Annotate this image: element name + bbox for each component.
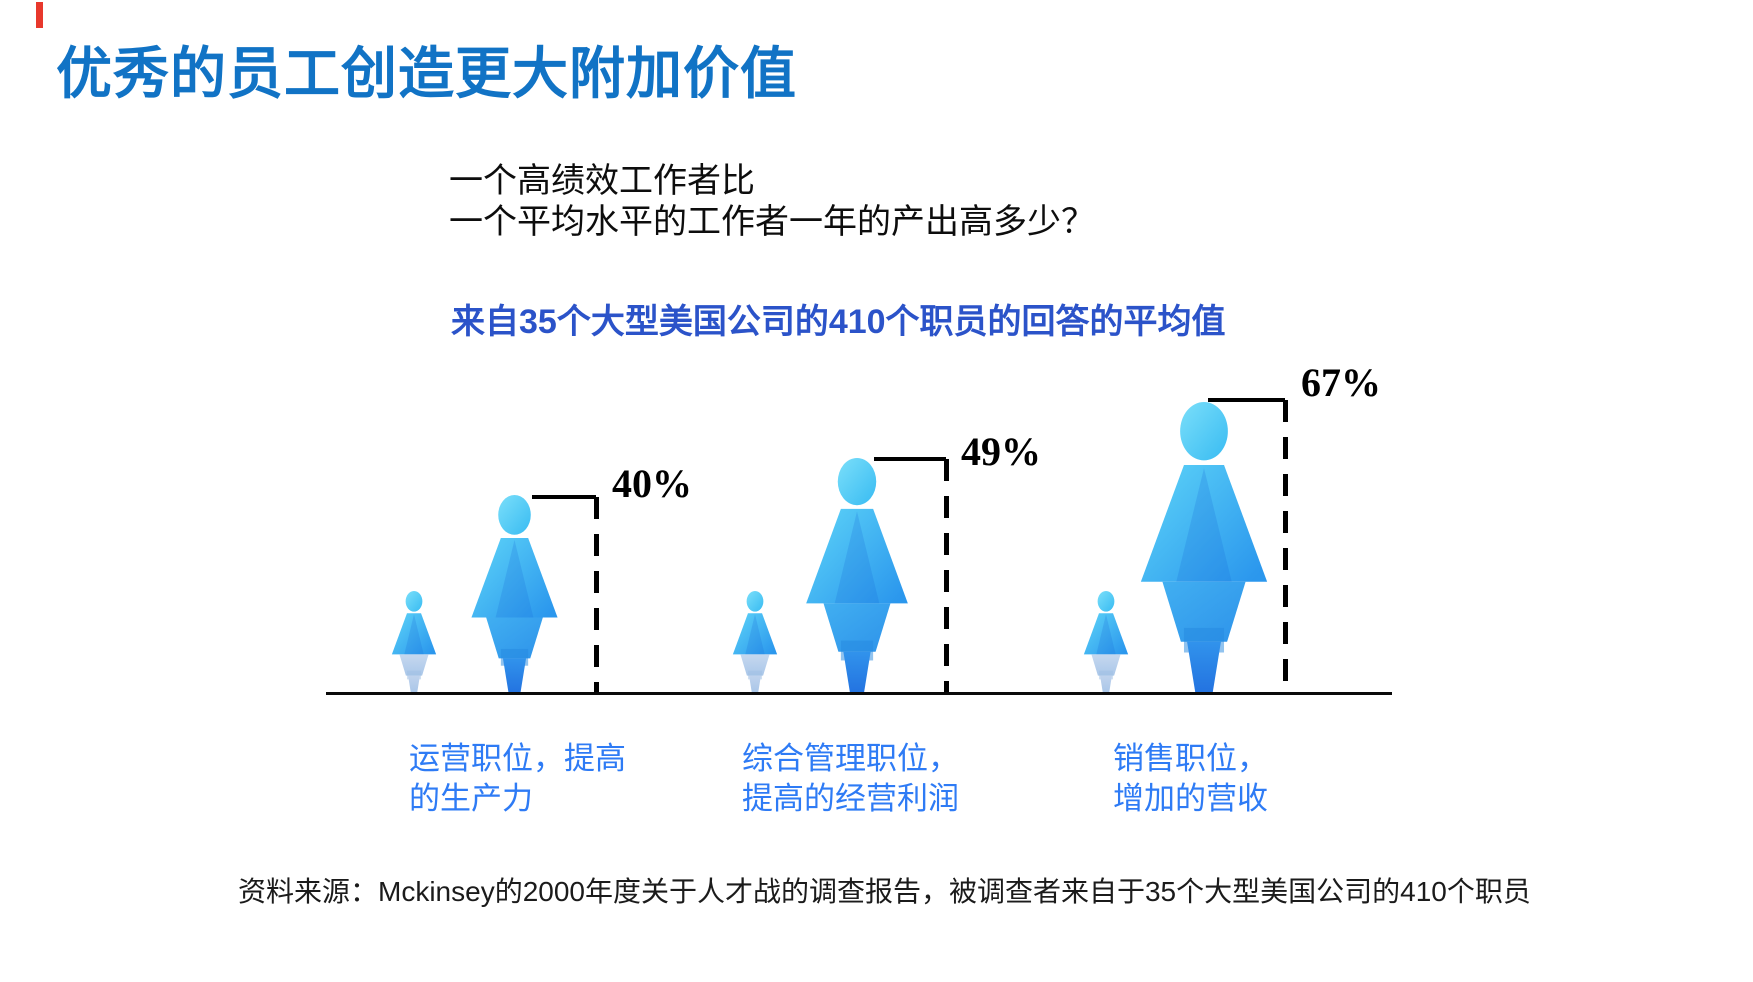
high-performer-figure	[1140, 402, 1268, 694]
category-label: 综合管理职位， 提高的经营利润	[742, 739, 959, 819]
connector-line	[874, 457, 946, 461]
figure-legs	[1100, 675, 1112, 694]
category-label-line2: 增加的营收	[1113, 781, 1268, 816]
high-performer-figure	[806, 458, 908, 694]
figure-dress-fold	[745, 614, 765, 655]
figure-legs	[502, 658, 527, 694]
dashed-height-line	[594, 497, 599, 694]
figure-skirt	[823, 603, 891, 652]
figure-dress	[1083, 613, 1129, 655]
figure-dress	[1140, 465, 1268, 582]
chart-question-line2: 一个平均水平的工作者一年的产出高多少？	[449, 203, 1095, 241]
figure-dress	[806, 508, 908, 604]
value-label: 49%	[961, 429, 1041, 474]
dashed-height-line	[1283, 400, 1288, 694]
source-note: 资料来源：Mckinsey的2000年度关于人才战的调查报告，被调查者来自于35…	[238, 876, 1531, 907]
figure-dress-fold	[1176, 468, 1232, 582]
figure-dress	[391, 613, 437, 655]
dashed-height-line	[944, 459, 949, 694]
figure-skirt	[1091, 654, 1121, 676]
figure-head	[837, 458, 877, 506]
category-label-line1: 销售职位，	[1113, 741, 1268, 776]
figure-head	[746, 591, 764, 612]
figure-legs	[1187, 641, 1221, 694]
figure-head	[1180, 402, 1228, 461]
figure-legs	[749, 675, 761, 694]
category-label-line2: 的生产力	[409, 781, 533, 816]
category-label: 销售职位， 增加的营收	[1113, 739, 1268, 819]
figure-skirt	[1162, 581, 1246, 642]
figure-dress-fold	[834, 511, 880, 604]
chart-subtitle: 来自35个大型美国公司的410个职员的回答的平均值	[451, 303, 1226, 341]
category-label-line1: 运营职位，提高	[409, 741, 626, 776]
figure-skirt	[486, 617, 543, 659]
figure-hip	[1098, 670, 1114, 680]
high-performer-figure	[471, 495, 558, 694]
chart-question: 一个高绩效工作者比 一个平均水平的工作者一年的产出高多少？	[449, 161, 1095, 243]
category-label: 运营职位，提高 的生产力	[409, 739, 626, 819]
figure-head	[1097, 591, 1115, 612]
average-worker-figure	[1083, 591, 1129, 694]
figure-dress	[732, 613, 778, 655]
average-worker-figure	[732, 591, 778, 694]
accent-red-bar	[36, 2, 43, 28]
connector-line	[532, 495, 596, 499]
category-label-line2: 提高的经营利润	[742, 781, 959, 816]
figure-hip	[406, 670, 422, 680]
figure-dress-fold	[404, 614, 424, 655]
axis-baseline	[326, 692, 1392, 695]
figure-skirt	[399, 654, 429, 676]
figure-hip	[747, 670, 763, 680]
figure-head	[405, 591, 423, 612]
page-title: 优秀的员工创造更大附加价值	[56, 42, 797, 105]
category-label-line1: 综合管理职位，	[742, 741, 959, 776]
chart-question-line1: 一个高绩效工作者比	[449, 162, 755, 200]
figure-head	[498, 495, 531, 535]
value-label: 40%	[612, 461, 692, 506]
figure-dress-fold	[1096, 614, 1116, 655]
figure-skirt	[740, 654, 770, 676]
figure-legs	[408, 675, 420, 694]
figure-legs	[843, 651, 871, 694]
value-label: 67%	[1301, 360, 1381, 405]
figure-dress	[471, 537, 558, 618]
connector-line	[1208, 398, 1285, 402]
average-worker-figure	[391, 591, 437, 694]
figure-dress-fold	[495, 540, 534, 618]
